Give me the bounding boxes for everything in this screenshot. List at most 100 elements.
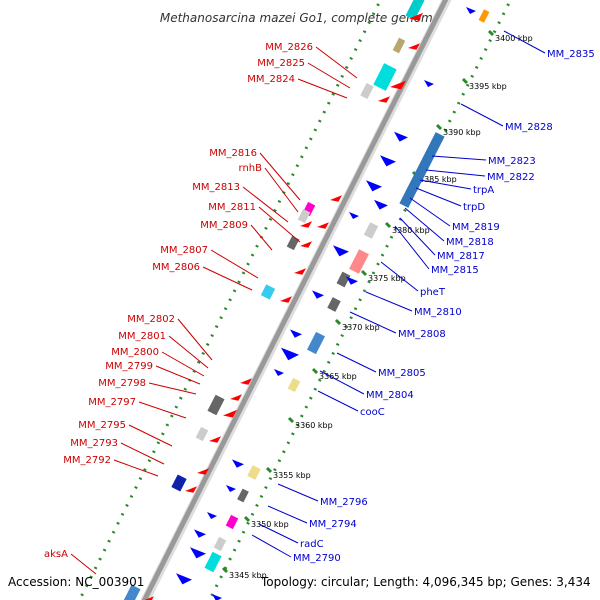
gene-label-reverse[interactable]: MM_2826: [265, 42, 313, 53]
label-leader-line: [161, 351, 205, 377]
feature-cyan: [405, 0, 425, 21]
reverse-gene-arrow: [223, 409, 237, 418]
gene-label-forward[interactable]: MM_2828: [505, 122, 553, 133]
label-leader-line: [404, 207, 445, 242]
gene-label-forward[interactable]: MM_2815: [431, 265, 479, 276]
ruler-tick-mark: [487, 29, 495, 37]
gene-label-forward[interactable]: cooC: [360, 407, 385, 418]
ruler-tick-mark: [360, 269, 368, 277]
ruler-tick-label: 3370 kbp: [342, 323, 380, 332]
forward-gene-arrow: [176, 573, 192, 585]
forward-gene-arrow: [232, 459, 244, 468]
feature-gray: [360, 82, 374, 100]
forward-gene-arrow: [333, 245, 349, 257]
ruler-tick-label: 3385 kbp: [419, 175, 457, 184]
gene-label-forward[interactable]: MM_2796: [320, 497, 368, 508]
reverse-gene-arrow: [330, 195, 342, 202]
gene-label-reverse[interactable]: MM_2825: [257, 58, 305, 69]
gene-label-reverse[interactable]: MM_2806: [152, 262, 200, 273]
label-leader-line: [315, 46, 358, 79]
ruler-tick-mark: [265, 466, 273, 474]
gene-label-reverse[interactable]: MM_2792: [63, 455, 111, 466]
gene-label-forward[interactable]: MM_2819: [452, 222, 500, 233]
gene-label-forward[interactable]: MM_2822: [487, 172, 535, 183]
forward-gene-arrow: [226, 485, 236, 492]
forward-gene-arrow: [424, 80, 434, 87]
inner-dotted-line: [77, 0, 383, 600]
gene-label-reverse[interactable]: MM_2813: [192, 182, 240, 193]
feature-yellow: [247, 465, 261, 480]
gene-label-reverse[interactable]: MM_2793: [70, 438, 118, 449]
gene-label-forward[interactable]: MM_2794: [309, 519, 357, 530]
label-leader-line: [319, 370, 365, 395]
ruler-tick-label: 3390 kbp: [443, 128, 481, 137]
forward-gene-arrow: [281, 347, 299, 361]
gene-label-reverse[interactable]: MM_2801: [118, 331, 166, 342]
gene-label-forward[interactable]: radC: [300, 539, 324, 550]
feature-darkgray: [286, 235, 300, 251]
gene-label-forward[interactable]: MM_2804: [366, 390, 414, 401]
feature-yellow: [287, 377, 301, 393]
gene-label-reverse[interactable]: aksA: [44, 549, 68, 560]
gene-label-forward[interactable]: MM_2823: [488, 156, 536, 167]
gene-label-forward[interactable]: MM_2805: [378, 368, 426, 379]
ruler-tick-mark: [221, 566, 229, 574]
gene-label-reverse[interactable]: MM_2824: [247, 74, 295, 85]
gene-label-forward[interactable]: MM_2810: [414, 307, 462, 318]
gene-label-forward[interactable]: trpD: [463, 202, 485, 213]
gene-label-reverse[interactable]: MM_2799: [105, 361, 153, 372]
ruler-tick-mark: [287, 416, 295, 424]
label-leader-line: [168, 335, 209, 369]
feature-darkgray: [237, 488, 249, 503]
gene-label-forward[interactable]: MM_2818: [446, 237, 494, 248]
label-leader-line: [202, 266, 253, 291]
ruler-tick-label: 3395 kbp: [469, 82, 507, 91]
label-leader-line: [297, 78, 348, 99]
label-leader-line: [264, 167, 299, 213]
gene-label-reverse[interactable]: MM_2807: [160, 245, 208, 256]
reverse-gene-arrow: [240, 378, 252, 385]
feature-cyan: [204, 551, 222, 573]
label-leader-line: [70, 553, 97, 575]
gene-label-forward[interactable]: MM_2808: [398, 329, 446, 340]
feature-cyan: [373, 63, 397, 91]
label-leader-line: [349, 311, 397, 334]
reverse-gene-arrow: [300, 241, 312, 248]
reverse-gene-arrow: [144, 596, 154, 600]
gene-label-reverse[interactable]: MM_2798: [98, 378, 146, 389]
forward-gene-arrow: [290, 329, 302, 338]
gene-label-forward[interactable]: trpA: [473, 185, 494, 196]
reverse-gene-arrow: [300, 221, 312, 228]
genome-backbone: [141, 0, 449, 600]
gene-label-reverse[interactable]: MM_2816: [209, 148, 257, 159]
gene-label-reverse[interactable]: MM_2811: [208, 202, 256, 213]
gene-label-reverse[interactable]: MM_2797: [88, 397, 136, 408]
label-leader-line: [251, 534, 292, 558]
reverse-gene-arrow: [209, 436, 221, 443]
label-leader-line: [365, 291, 413, 312]
reverse-gene-arrow: [197, 468, 209, 475]
feature-blue-block: [399, 132, 445, 208]
label-leader-line: [250, 224, 273, 251]
label-leader-line: [242, 186, 289, 223]
label-leader-line: [210, 249, 259, 279]
gene-label-reverse[interactable]: MM_2800: [111, 347, 159, 358]
gene-label-reverse[interactable]: MM_2802: [127, 314, 175, 325]
feature-gray: [363, 222, 379, 239]
accession-text: Accession: NC_003901: [8, 575, 145, 589]
forward-gene-arrow: [190, 547, 206, 559]
gene-label-forward[interactable]: pheT: [420, 287, 446, 298]
reverse-gene-arrow: [390, 80, 406, 90]
label-leader-line: [177, 318, 213, 361]
gene-label-reverse[interactable]: MM_2809: [200, 220, 248, 231]
feature-gray: [213, 536, 227, 552]
forward-gene-arrow: [366, 180, 382, 192]
gene-label-reverse[interactable]: MM_2795: [78, 420, 126, 431]
gene-label-reverse[interactable]: rnhB: [239, 163, 263, 174]
gene-label-forward[interactable]: MM_2835: [547, 49, 595, 60]
label-leader-line: [431, 155, 487, 161]
gene-label-forward[interactable]: MM_2790: [293, 553, 341, 564]
ruler-tick-mark: [461, 77, 469, 85]
gene-label-forward[interactable]: MM_2817: [437, 251, 485, 262]
feature-blue-block: [123, 584, 141, 600]
